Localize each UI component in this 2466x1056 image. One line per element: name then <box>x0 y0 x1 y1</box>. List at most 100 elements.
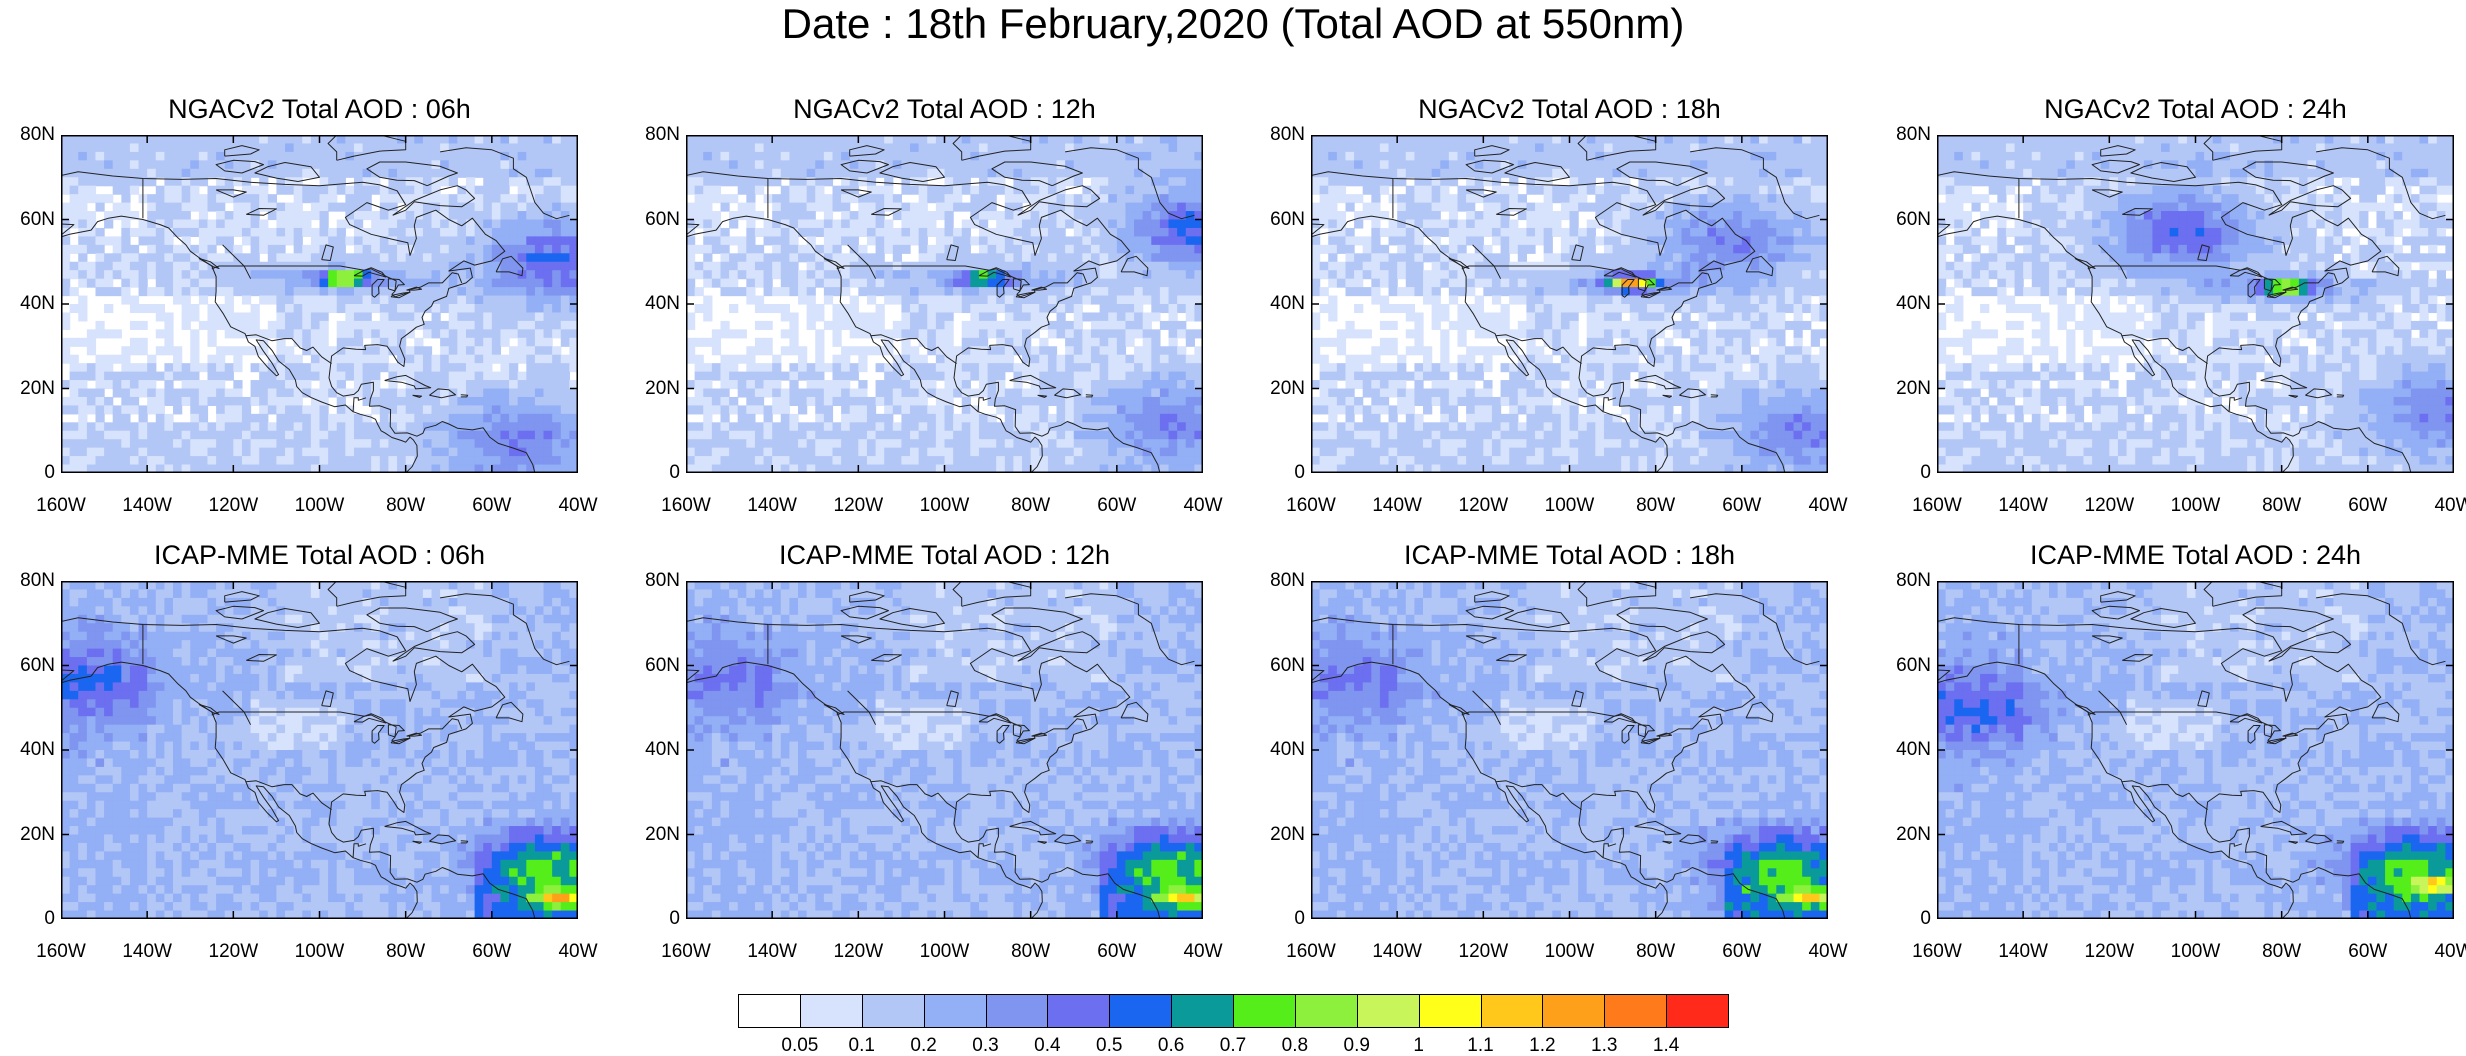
aod-field <box>686 135 1203 473</box>
colorbar-box <box>1604 994 1668 1028</box>
x-tick-label: 80W <box>1011 941 1051 962</box>
y-tick-label: 20N <box>20 377 55 399</box>
y-tick-label: 80N <box>645 570 680 591</box>
y-tick-label: 40N <box>1896 739 1931 760</box>
y-tick-label: 60N <box>20 208 55 230</box>
panel-title: ICAP-MME Total AOD : 18h <box>1403 540 1736 570</box>
y-tick-label: 40N <box>645 739 680 760</box>
y-tick-label: 80N <box>20 570 55 591</box>
x-tick-label: 40W <box>1808 495 1848 516</box>
y-tick-label: 20N <box>1896 823 1931 845</box>
x-tick-label: 100W <box>2170 941 2221 962</box>
x-tick-label: 60W <box>472 941 512 962</box>
map-panel-ngacv2-06h: NGACv2 Total AOD : 06h 80N 60N 40N 20N 0 160W 1… <box>20 94 597 516</box>
y-tick-label: 80N <box>645 124 680 145</box>
x-tick-label: 140W <box>1998 941 2048 962</box>
y-tick-label: 20N <box>645 377 680 399</box>
colorbar-box <box>1047 994 1111 1028</box>
coastlines <box>61 581 570 919</box>
colorbar-label: 1.2 <box>1529 1035 1556 1056</box>
colorbar-box <box>861 994 925 1028</box>
map-panel-icap-mme-18h: ICAP-MME Total AOD : 18h 80N 60N 40N 20N 0 160… <box>1270 540 1847 962</box>
coastlines <box>686 581 1195 919</box>
axis-ticks <box>686 135 1203 473</box>
x-tick-label: 60W <box>2348 495 2388 516</box>
colorbar-box <box>923 994 987 1028</box>
colorbar-box <box>985 994 1049 1028</box>
y-tick-label: 40N <box>645 293 680 314</box>
y-tick-label: 80N <box>1270 570 1305 591</box>
y-tick-label: 0 <box>44 908 55 929</box>
axis-ticks <box>1937 581 2454 919</box>
aod-field <box>61 581 578 919</box>
map-panel-icap-mme-06h: ICAP-MME Total AOD : 06h 80N 60N 40N 20N 0 160… <box>20 540 597 962</box>
x-tick-label: 60W <box>1097 941 1137 962</box>
axis-ticks <box>61 581 578 919</box>
aod-field <box>1311 135 1828 473</box>
x-tick-label: 160W <box>1912 495 1962 516</box>
x-tick-label: 100W <box>919 495 970 516</box>
x-tick-label: 40W <box>2434 941 2466 962</box>
x-tick-label: 160W <box>1912 941 1962 962</box>
y-tick-label: 60N <box>1896 654 1931 676</box>
map-panel-icap-mme-12h: ICAP-MME Total AOD : 12h 80N 60N 40N 20N 0 160… <box>645 540 1222 962</box>
y-tick-label: 0 <box>669 908 680 929</box>
panel-title: NGACv2 Total AOD : 12h <box>793 94 1096 124</box>
x-tick-label: 140W <box>747 495 797 516</box>
panel-title: ICAP-MME Total AOD : 24h <box>2029 540 2362 570</box>
colorbar-label: 0.2 <box>910 1035 937 1056</box>
y-tick-label: 0 <box>669 462 680 483</box>
y-tick-label: 80N <box>1270 124 1305 145</box>
aod-field <box>61 135 578 473</box>
y-tick-label: 20N <box>1896 377 1931 399</box>
colorbar-box <box>738 994 801 1028</box>
colorbar-label: 0.5 <box>1096 1035 1123 1056</box>
x-tick-label: 120W <box>1458 941 1509 962</box>
aod-map <box>686 581 1203 919</box>
y-tick-label: 40N <box>20 739 55 760</box>
x-tick-label: 120W <box>1458 495 1509 516</box>
x-tick-label: 120W <box>208 495 259 516</box>
y-tick-label: 40N <box>1270 739 1305 760</box>
y-tick-label: 80N <box>1896 124 1931 145</box>
y-tick-label: 20N <box>1270 377 1305 399</box>
x-tick-label: 40W <box>1183 495 1223 516</box>
x-tick-label: 100W <box>294 495 345 516</box>
x-tick-label: 140W <box>1372 495 1422 516</box>
x-tick-label: 40W <box>558 495 598 516</box>
colorbar-label: 0.3 <box>972 1035 999 1056</box>
y-tick-label: 60N <box>645 654 680 676</box>
y-tick-label: 20N <box>1270 823 1305 845</box>
colorbar-label: 0.7 <box>1219 1035 1247 1056</box>
x-tick-label: 40W <box>558 941 598 962</box>
colorbar-label: 0.05 <box>781 1035 819 1056</box>
x-tick-label: 80W <box>2262 941 2302 962</box>
x-tick-label: 80W <box>2262 495 2302 516</box>
colorbar-label: 1 <box>1413 1035 1424 1056</box>
x-tick-label: 120W <box>833 495 884 516</box>
colorbar-label: 0.6 <box>1157 1035 1185 1056</box>
aod-colorbar <box>738 994 1729 1028</box>
colorbar-box <box>1109 994 1173 1028</box>
axis-ticks <box>61 135 578 473</box>
x-tick-label: 100W <box>919 941 970 962</box>
y-tick-label: 0 <box>1294 908 1305 929</box>
x-tick-label: 100W <box>1544 941 1595 962</box>
map-panel-icap-mme-24h: ICAP-MME Total AOD : 24h 80N 60N 40N 20N 0 160… <box>1896 540 2466 962</box>
coastlines <box>1311 135 1820 473</box>
x-tick-label: 100W <box>294 941 345 962</box>
aod-map <box>1311 581 1828 919</box>
panel-title: NGACv2 Total AOD : 18h <box>1418 94 1721 124</box>
y-tick-label: 40N <box>1896 293 1931 314</box>
x-tick-label: 100W <box>2170 495 2221 516</box>
x-tick-label: 60W <box>472 495 512 516</box>
colorbar-label: 1.3 <box>1591 1035 1618 1056</box>
aod-map <box>61 581 578 919</box>
map-panel-ngacv2-12h: NGACv2 Total AOD : 12h 80N 60N 40N 20N 0 160W 1… <box>645 94 1222 516</box>
x-tick-label: 100W <box>1544 495 1595 516</box>
aod-field <box>1937 135 2454 473</box>
map-panel-ngacv2-24h: NGACv2 Total AOD : 24h 80N 60N 40N 20N 0 160W 1… <box>1896 94 2466 516</box>
x-tick-label: 120W <box>2084 941 2135 962</box>
y-tick-label: 60N <box>1896 208 1931 230</box>
x-tick-label: 60W <box>1097 495 1137 516</box>
